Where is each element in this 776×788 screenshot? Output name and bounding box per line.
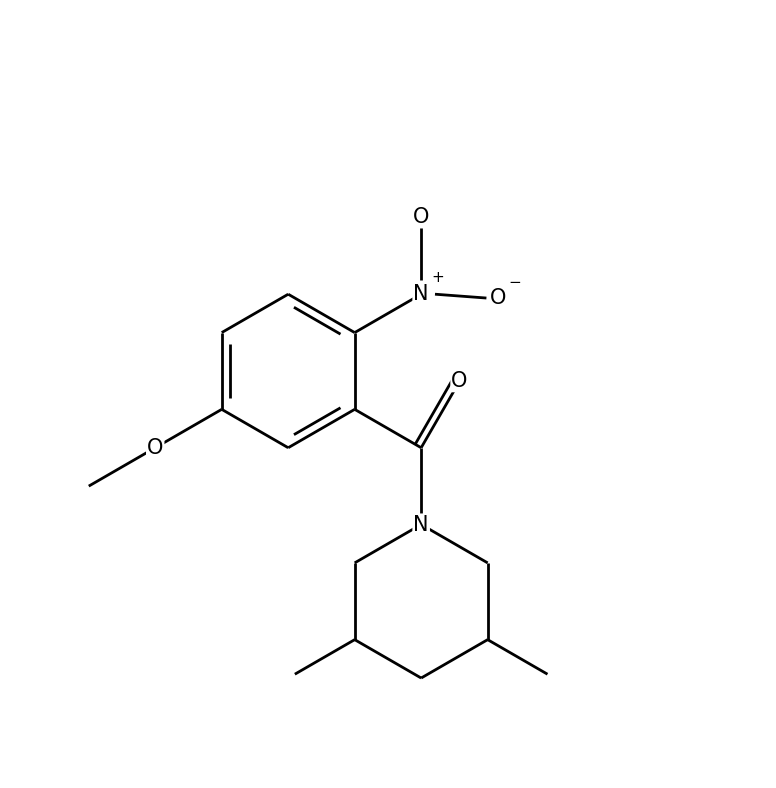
Text: +: +: [431, 269, 445, 284]
Text: O: O: [147, 438, 164, 458]
Text: O: O: [452, 371, 468, 392]
Text: O: O: [413, 207, 429, 228]
Text: N: N: [414, 284, 429, 304]
Text: −: −: [508, 275, 521, 290]
Text: N: N: [414, 515, 429, 534]
Text: O: O: [490, 288, 506, 308]
